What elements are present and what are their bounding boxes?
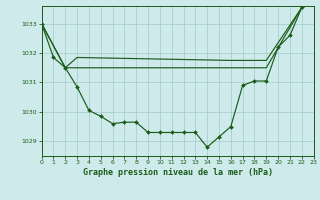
X-axis label: Graphe pression niveau de la mer (hPa): Graphe pression niveau de la mer (hPa)	[83, 168, 273, 177]
